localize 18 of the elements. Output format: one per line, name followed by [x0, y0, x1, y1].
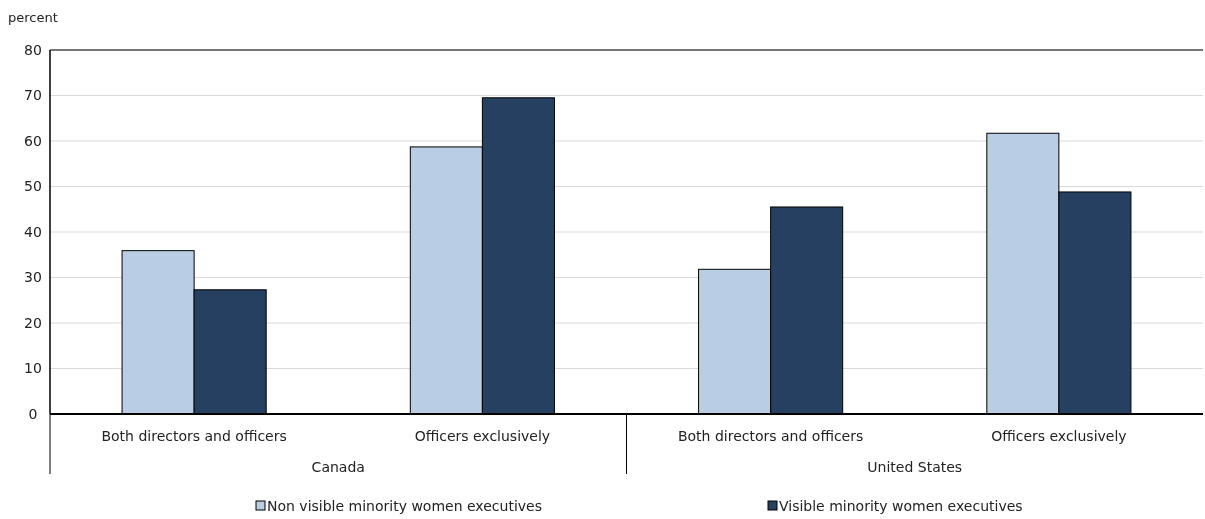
y-tick-label: 40 — [24, 223, 42, 240]
y-tick-label: 80 — [24, 41, 42, 58]
text: Canada — [311, 459, 365, 475]
y-tick-label: 10 — [24, 360, 42, 377]
x-tick-label: Officers exclusively — [991, 428, 1127, 444]
x-tick-label: Both directors and officers — [101, 428, 287, 444]
y-tick-label: 0 — [28, 405, 38, 422]
legend-label: Non visible minority women executives — [267, 498, 542, 514]
y-tick-label: 30 — [24, 269, 42, 286]
legend-label: Visible minority women executives — [779, 498, 1023, 514]
y-tick-label: 60 — [24, 132, 42, 149]
y-axis-title: percent — [8, 10, 58, 25]
y-tick-label: 20 — [24, 314, 42, 331]
y-tick-label: 70 — [24, 87, 42, 104]
y-tick-label: 50 — [24, 178, 42, 195]
x-tick-label: Both directors and officers — [677, 428, 864, 444]
x-tick-label: Officers exclusively — [414, 428, 551, 444]
text: United States — [867, 459, 963, 475]
